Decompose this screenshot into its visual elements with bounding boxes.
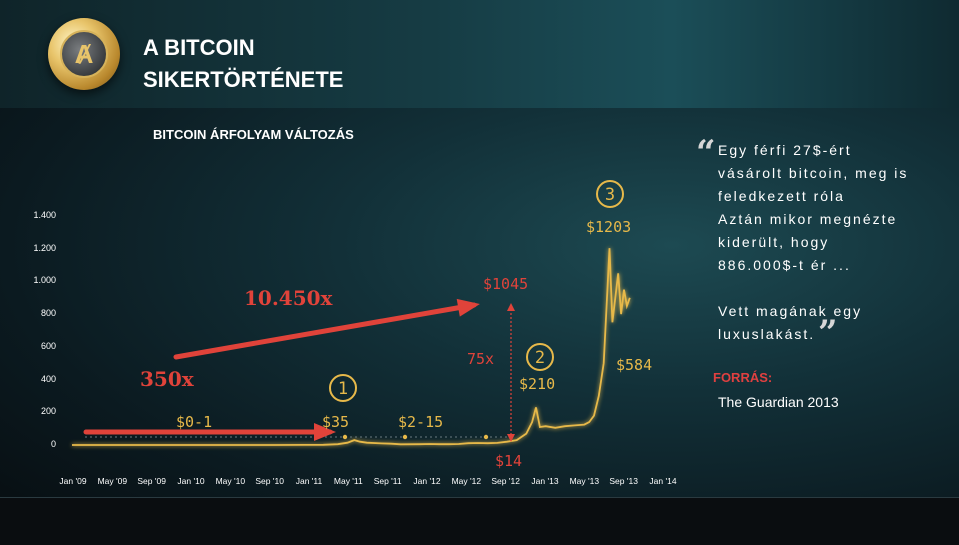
x-tick-label: May '11 <box>333 476 363 486</box>
multiplier-label: 10.450x <box>244 286 334 310</box>
arrow-350x-head <box>314 423 336 441</box>
y-tick-label: 1.000 <box>33 275 56 286</box>
footer-divider <box>0 497 959 498</box>
price-label: $0-1 <box>176 413 212 431</box>
x-tick-label: Jan '12 <box>413 476 441 486</box>
x-tick-label: Sep '09 <box>137 476 166 486</box>
y-tick-label: 0 <box>50 439 56 449</box>
title-line-1: A BITCOIN <box>143 35 255 60</box>
chart-title: BITCOIN ÁRFOLYAM VÁLTOZÁS <box>153 127 354 142</box>
arrow-10450x-head <box>456 298 480 317</box>
x-tick-label: Jan '14 <box>649 476 677 486</box>
quote-line: vásárolt bitcoin, meg is <box>718 165 909 181</box>
quote-line: Vett magának egy <box>718 303 863 319</box>
y-tick-label: 400 <box>40 373 56 384</box>
price-label: $210 <box>519 375 555 393</box>
quote-line: feledkezett róla <box>718 188 845 204</box>
price-label: $2-15 <box>398 413 443 431</box>
price-line <box>72 248 631 446</box>
x-tick-label: Sep '13 <box>609 476 638 486</box>
coin-glyph: Ⱥ <box>74 39 94 69</box>
marker-dot <box>402 434 408 440</box>
quote-line: kiderült, hogy <box>718 234 830 250</box>
y-tick-label: 1.400 <box>33 210 56 220</box>
marker-dot <box>483 434 489 440</box>
open-quote-icon: “ <box>696 133 716 173</box>
coin-face: Ⱥ <box>60 30 108 78</box>
milestone-number: 3 <box>605 185 615 205</box>
y-tick-label: 600 <box>40 340 56 351</box>
y-tick-label: 800 <box>40 308 56 319</box>
x-tick-label: Sep '10 <box>255 476 284 486</box>
x-tick-label: May '13 <box>569 476 600 486</box>
price-label: $35 <box>322 413 349 431</box>
x-tick-label: May '09 <box>97 476 128 486</box>
y-tick-label: 200 <box>40 406 56 417</box>
price-label: $14 <box>495 452 522 470</box>
quote-line: Aztán mikor megnézte <box>718 211 898 227</box>
price-label: 75x <box>467 350 494 368</box>
header-bar <box>0 0 959 108</box>
arrow-10450x <box>173 302 477 360</box>
quote-line: 886.000$-t ér ... <box>718 257 851 273</box>
x-tick-label: Sep '11 <box>373 476 402 486</box>
x-tick-label: May '12 <box>451 476 482 486</box>
footer-bar <box>0 497 959 545</box>
x-tick-label: Jan '09 <box>59 476 87 486</box>
range-75x-head-bottom <box>507 434 515 442</box>
x-tick-label: May '10 <box>215 476 246 486</box>
title-line-2: SIKERTÖRTÉNETE <box>143 67 344 92</box>
price-label: $1203 <box>586 218 631 236</box>
x-tick-label: Jan '11 <box>295 476 323 486</box>
multiplier-label: 350x <box>140 367 195 391</box>
source-value: The Guardian 2013 <box>718 394 839 410</box>
range-75x-head-top <box>507 303 515 311</box>
price-label: $1045 <box>483 275 528 293</box>
page-title: A BITCOIN SIKERTÖRTÉNETE <box>143 32 343 96</box>
y-tick-label: 1.200 <box>33 242 56 253</box>
quote-line: Egy férfi 27$-ért <box>718 142 852 158</box>
x-tick-label: Sep '12 <box>491 476 520 486</box>
milestone-number: 1 <box>338 379 348 399</box>
price-label: $584 <box>616 356 652 374</box>
bitcoin-coin-icon: Ⱥ <box>48 18 120 90</box>
milestone-circle <box>526 343 554 371</box>
x-tick-label: Jan '10 <box>177 476 205 486</box>
milestone-circle <box>596 180 624 208</box>
close-quote-icon: ” <box>818 313 838 353</box>
source-label: FORRÁS: <box>713 370 773 385</box>
marker-dot <box>342 434 348 440</box>
quote-line: luxuslakást. <box>718 326 816 342</box>
x-tick-label: Jan '13 <box>531 476 559 486</box>
milestone-circle <box>329 374 357 402</box>
milestone-number: 2 <box>535 348 545 368</box>
